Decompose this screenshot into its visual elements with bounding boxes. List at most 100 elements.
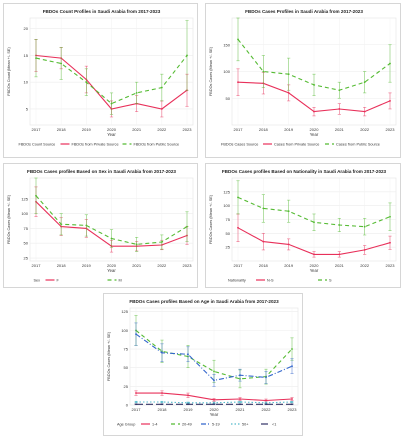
x-tick-label: 2020 [310,127,320,132]
data-point [338,89,341,92]
x-tick-label: 2017 [234,127,244,132]
data-point [85,224,88,227]
series-1-4 [134,390,294,403]
legend-label: S [329,279,332,283]
x-tick-label: 2020 [107,263,117,268]
series-N-S [236,213,392,258]
data-point [187,394,189,397]
data-point [265,399,267,402]
data-point [338,224,341,226]
data-point [237,81,239,84]
chart-title: FBDOs Cases Profiles in Saudi Arabia fro… [245,9,363,14]
y-tick-label: 50 [24,241,29,246]
legend-label: F [57,279,60,283]
x-axis-label: Year [107,268,116,273]
x-tick-label: 2019 [284,127,294,132]
series-S [236,180,392,236]
y-axis-label: FBDOs Cases (Mean +/- SE) [209,46,213,96]
x-tick-label: 2019 [184,407,194,412]
data-point [287,210,290,213]
x-tick-label: 2023 [183,127,193,132]
x-tick-label: 2023 [288,407,298,412]
y-tick-label: 15 [24,53,29,58]
chart-svg-cases: FBDOs Cases Profiles in Saudi Arabia fro… [209,9,397,147]
data-point [160,108,163,110]
data-point [363,225,366,228]
data-point [213,398,215,401]
legend-label: N-S [267,279,274,283]
legend-label: <1 [272,423,276,427]
legend-label: FBDOs from Private Source [72,143,119,147]
data-point [213,370,215,373]
data-point [313,253,315,256]
data-point [161,403,163,406]
data-point [313,110,315,113]
data-point [187,403,189,406]
data-point [135,401,137,403]
x-tick-label: 2023 [183,263,193,268]
x-axis-label: Year [310,132,319,137]
y-tick-label: 75 [124,347,129,352]
data-point [291,398,293,400]
y-tick-label: 75 [226,217,231,222]
chart-panel-sex: FBDOs Cases profiles Based on Sex in Sau… [3,163,198,288]
data-point [187,353,189,356]
x-tick-label: 2019 [284,263,294,268]
legend-label: 1-4 [152,423,158,427]
x-tick-label: 2018 [57,127,67,132]
series-5-19 [134,322,294,387]
data-point [187,401,189,404]
data-point [110,237,113,240]
y-tick-label: 125 [223,189,230,194]
x-tick-label: 2021 [236,407,246,412]
data-point [160,86,163,89]
data-point [291,403,293,406]
legend-title: FBDOs Count Source [19,143,56,147]
chart-title: FBDOs Cases profiles Based on Age in Sau… [129,299,279,304]
x-tick-label: 2020 [210,407,220,412]
legend-label: FBDOs from Public Source [134,143,180,147]
x-tick-label: 2019 [82,263,92,268]
legend-label: Cases from Public Source [336,143,380,147]
data-point [213,401,215,404]
data-point [213,379,215,382]
data-point [186,54,188,57]
y-tick-label: 125 [21,196,28,201]
data-point [287,73,290,76]
y-axis-label: FBDOs Cases (Mean +/- SE) [107,331,111,381]
data-point [135,333,137,336]
y-tick-label: 25 [24,256,29,261]
data-point [262,207,265,210]
x-tick-label: 2021 [132,263,142,268]
x-tick-label: 2017 [132,407,142,412]
data-point [161,392,163,394]
legend-title: Age Group [117,423,135,427]
data-point [135,243,138,246]
legend-label: M [119,279,122,283]
x-tick-label: 2022 [360,127,370,132]
x-axis-label: Year [210,412,219,417]
y-tick-label: 0 [126,403,129,408]
chart-panel-count: FBDOs Count Profiles in Saudi Arabia fro… [3,3,198,158]
y-tick-label: 50 [226,231,231,236]
data-point [265,376,267,379]
data-point [313,83,315,86]
data-point [237,226,239,229]
y-axis-label: FBDOs Cases (Mean +/- SE) [7,194,11,244]
data-point [135,92,138,94]
data-point [60,223,63,226]
x-tick-label: 2018 [259,127,269,132]
data-point [338,108,341,110]
data-point [239,398,241,400]
data-point [60,62,63,65]
series-<1 [134,403,294,406]
legend-label: 20-49 [182,423,192,427]
data-point [110,102,113,105]
x-tick-label: 2021 [335,263,345,268]
chart-panel-nationality: FBDOs Cases profiles Based on Nationalit… [205,163,401,288]
chart-svg-nationality: FBDOs Cases profiles Based on Nationalit… [209,169,397,283]
y-tick-label: 100 [223,203,230,208]
y-tick-label: 150 [223,42,230,47]
data-point [237,38,239,41]
y-tick-label: 100 [223,69,230,74]
